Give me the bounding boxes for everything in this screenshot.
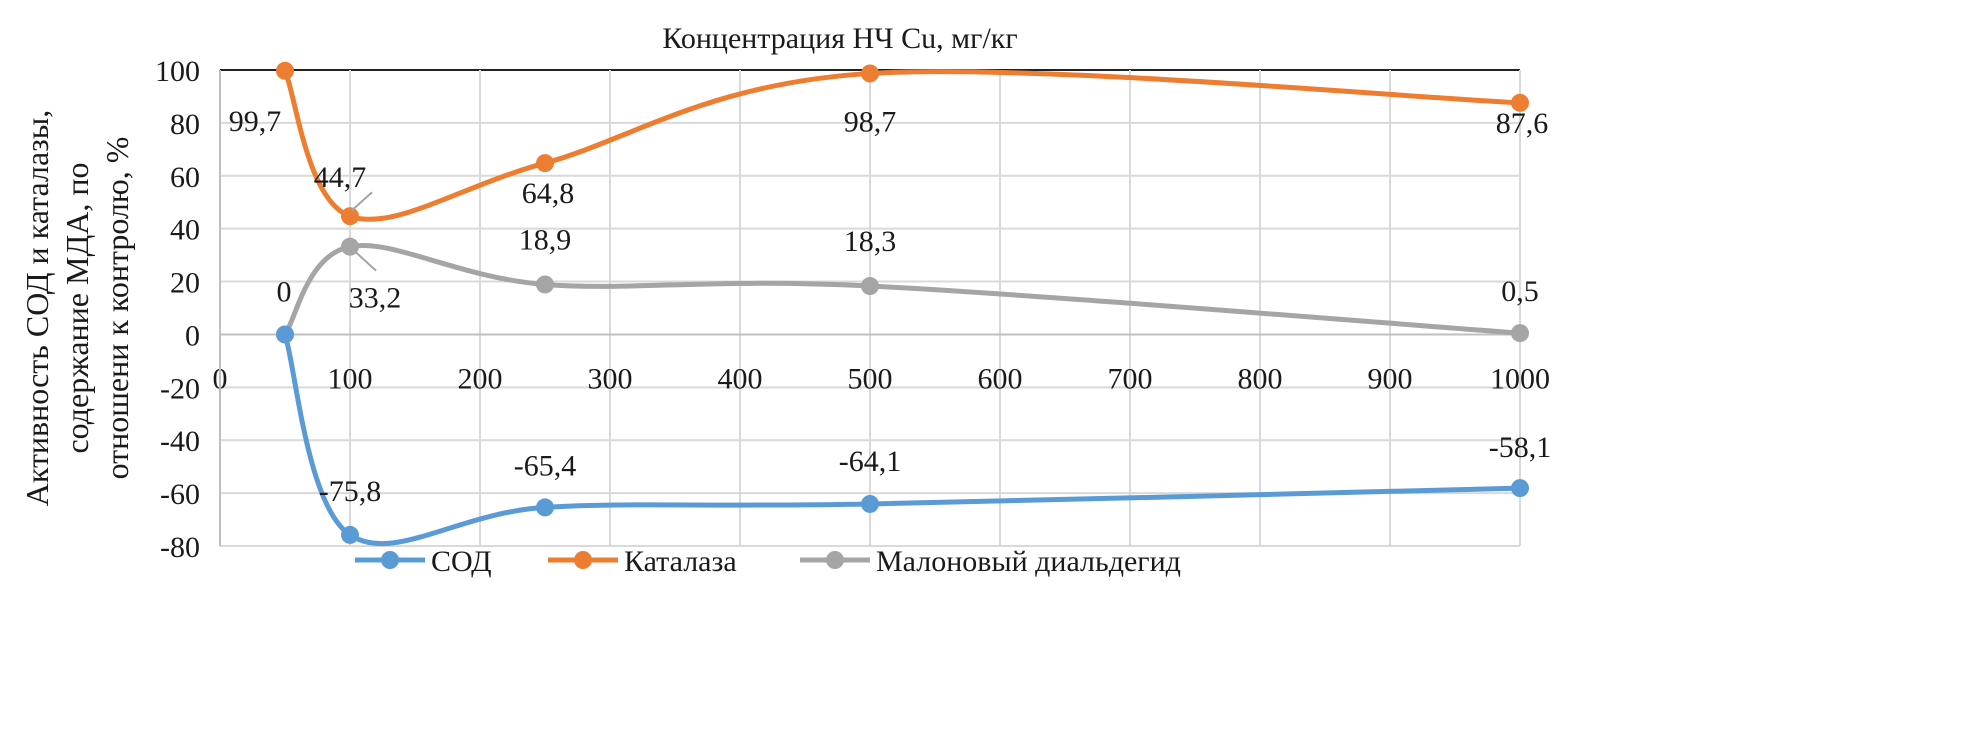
data-label: 98,7 bbox=[844, 105, 897, 138]
series-line bbox=[282, 68, 1523, 222]
data-label: -64,1 bbox=[839, 445, 902, 478]
data-label: 33,2 bbox=[349, 282, 402, 315]
legend-marker bbox=[574, 551, 592, 569]
x-tick-label: 400 bbox=[718, 362, 763, 395]
data-label: 99,7 bbox=[229, 105, 282, 138]
x-tick-label: 600 bbox=[978, 362, 1023, 395]
data-label: 18,9 bbox=[519, 223, 572, 256]
y-tick-label: -80 bbox=[160, 531, 200, 564]
chart-title: Концентрация НЧ Cu, мг/кг bbox=[662, 22, 1017, 55]
x-tick-label: 500 bbox=[848, 362, 893, 395]
data-label: 18,3 bbox=[844, 225, 897, 258]
y-tick-label: 100 bbox=[155, 55, 200, 88]
leader-line bbox=[351, 191, 373, 211]
data-point bbox=[536, 154, 554, 173]
x-tick-label: 1000 bbox=[1490, 362, 1550, 395]
y-tick-label: 60 bbox=[170, 161, 200, 194]
data-point bbox=[1511, 324, 1529, 343]
series-line bbox=[282, 243, 1523, 337]
y-tick-label: 40 bbox=[170, 214, 200, 247]
y-tick-label: -40 bbox=[160, 425, 200, 458]
y-tick-label: -60 bbox=[160, 478, 200, 511]
data-label: -58,1 bbox=[1489, 431, 1552, 464]
data-label: -75,8 bbox=[319, 475, 382, 508]
legend-label: Каталаза bbox=[624, 545, 737, 578]
x-tick-label: 900 bbox=[1368, 362, 1413, 395]
data-point bbox=[1511, 479, 1529, 498]
x-tick-label: 800 bbox=[1238, 362, 1283, 395]
y-axis-label-line-3: отношени к контролю, % bbox=[99, 137, 135, 480]
data-label: 64,8 bbox=[522, 177, 575, 210]
data-point bbox=[276, 61, 294, 80]
data-point bbox=[341, 525, 359, 544]
data-label: -65,4 bbox=[514, 449, 577, 482]
leader-line bbox=[353, 249, 377, 272]
legend-label: Малоновый диальдегид bbox=[876, 545, 1181, 578]
data-point bbox=[861, 494, 879, 513]
y-axis-label-line-2: содержание МДА, по bbox=[59, 162, 95, 453]
data-label: 0 bbox=[277, 275, 292, 308]
data-point bbox=[536, 498, 554, 517]
legend-label: СОД bbox=[431, 545, 492, 578]
data-point bbox=[276, 325, 294, 344]
y-tick-label: 80 bbox=[170, 108, 200, 141]
x-tick-label: 100 bbox=[328, 362, 373, 395]
data-point bbox=[341, 207, 359, 226]
y-axis-label-line-1: Активность СОД и каталазы, bbox=[19, 110, 55, 507]
x-tick-label: 700 bbox=[1108, 362, 1153, 395]
data-point bbox=[861, 277, 879, 296]
y-axis-label: Активность СОД и каталазы, содержание МД… bbox=[19, 110, 135, 507]
data-point bbox=[861, 64, 879, 83]
x-tick-label: 300 bbox=[588, 362, 633, 395]
y-tick-label: 0 bbox=[185, 319, 200, 352]
series-line bbox=[282, 331, 1523, 547]
data-point bbox=[1511, 93, 1529, 112]
data-label: 0,5 bbox=[1501, 275, 1539, 308]
y-tick-label: 20 bbox=[170, 267, 200, 300]
y-tick-label: -20 bbox=[160, 372, 200, 405]
x-tick-label: 200 bbox=[458, 362, 503, 395]
data-point bbox=[536, 275, 554, 294]
legend-marker bbox=[381, 551, 399, 569]
data-label: 44,7 bbox=[314, 161, 367, 194]
legend-marker bbox=[826, 551, 844, 569]
data-label: 87,6 bbox=[1496, 107, 1549, 140]
